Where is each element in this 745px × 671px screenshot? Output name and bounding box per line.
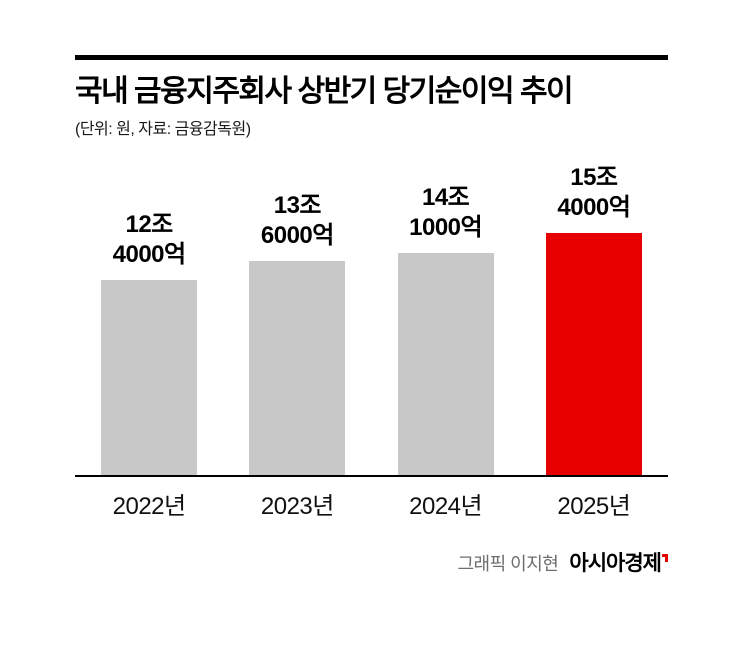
bar-value-label: 15조 4000억 xyxy=(557,163,631,221)
bar-group: 13조 6000억 xyxy=(230,191,365,475)
brand-mark-icon xyxy=(662,553,668,562)
chart-subtitle: (단위: 원, 자료: 금융감독원) xyxy=(75,120,251,138)
x-axis-labels: 2022년 2023년 2024년 2025년 xyxy=(75,477,668,521)
x-axis-label: 2025년 xyxy=(557,492,631,520)
top-rule xyxy=(75,55,668,60)
x-axis-label: 2024년 xyxy=(409,492,483,520)
brand-logo: 아시아경제 xyxy=(569,552,668,575)
credit-text: 그래픽 이지현 xyxy=(457,553,559,574)
bar-group: 14조 1000억 xyxy=(378,183,513,475)
x-axis-label: 2023년 xyxy=(260,492,334,520)
bar-group: 15조 4000억 xyxy=(526,163,661,475)
bar-value-label: 13조 6000억 xyxy=(260,191,334,249)
bar-value-label: 12조 4000억 xyxy=(112,210,186,268)
chart-title: 국내 금융지주회사 상반기 당기순이익 추이 xyxy=(75,75,574,108)
bar-2025년 xyxy=(545,232,642,475)
credit-line: 그래픽 이지현 아시아경제 xyxy=(75,547,668,577)
x-axis-label: 2022년 xyxy=(112,492,186,520)
bar-value-label: 14조 1000억 xyxy=(409,183,483,241)
bar-2023년 xyxy=(249,260,346,475)
bar-2024년 xyxy=(397,252,494,475)
infographic: 국내 금융지주회사 상반기 당기순이익 추이 (단위: 원, 자료: 금융감독원… xyxy=(75,55,668,577)
brand-name: 아시아경제 xyxy=(569,551,662,575)
bar-chart: 12조 4000억 13조 6000억 14조 1000억 15조 4000억 xyxy=(75,143,668,477)
bar-group: 12조 4000억 xyxy=(82,210,217,475)
bar-2022년 xyxy=(101,279,198,475)
